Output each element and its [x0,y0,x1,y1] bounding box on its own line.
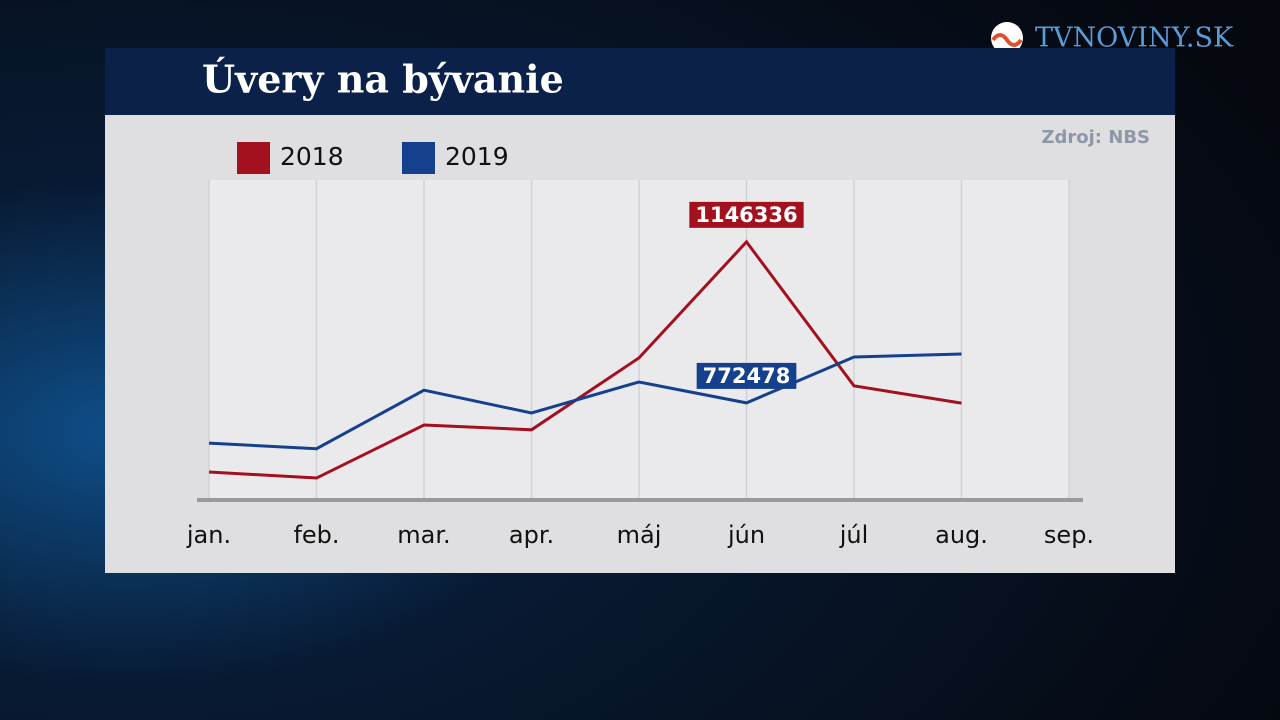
title-bar [105,48,1175,115]
legend-label: 2018 [280,142,344,171]
x-tick-label: feb. [293,521,339,549]
legend-label: 2019 [445,142,509,171]
data-label: 1146336 [695,203,797,227]
x-tick-label: júl [839,521,869,549]
data-label-box [689,201,804,228]
series-line [208,239,962,480]
logo-wave [991,33,1023,47]
x-tick-label: máj [617,521,662,549]
data-label: 772478 [703,364,791,388]
x-tick-label: mar. [397,521,450,549]
legend-swatch [237,142,270,174]
data-label-box [696,362,797,389]
x-tick-label: jún [727,521,765,549]
x-tick-label: aug. [935,521,988,549]
x-tick-label: sep. [1044,521,1094,549]
x-tick-label: apr. [509,521,554,549]
series-line [208,352,962,451]
chart-title: Úvery na bývanie [202,57,564,102]
legend-swatch [402,142,435,174]
source: Zdroj: NBS [1041,127,1150,148]
x-tick-label: jan. [186,521,231,549]
